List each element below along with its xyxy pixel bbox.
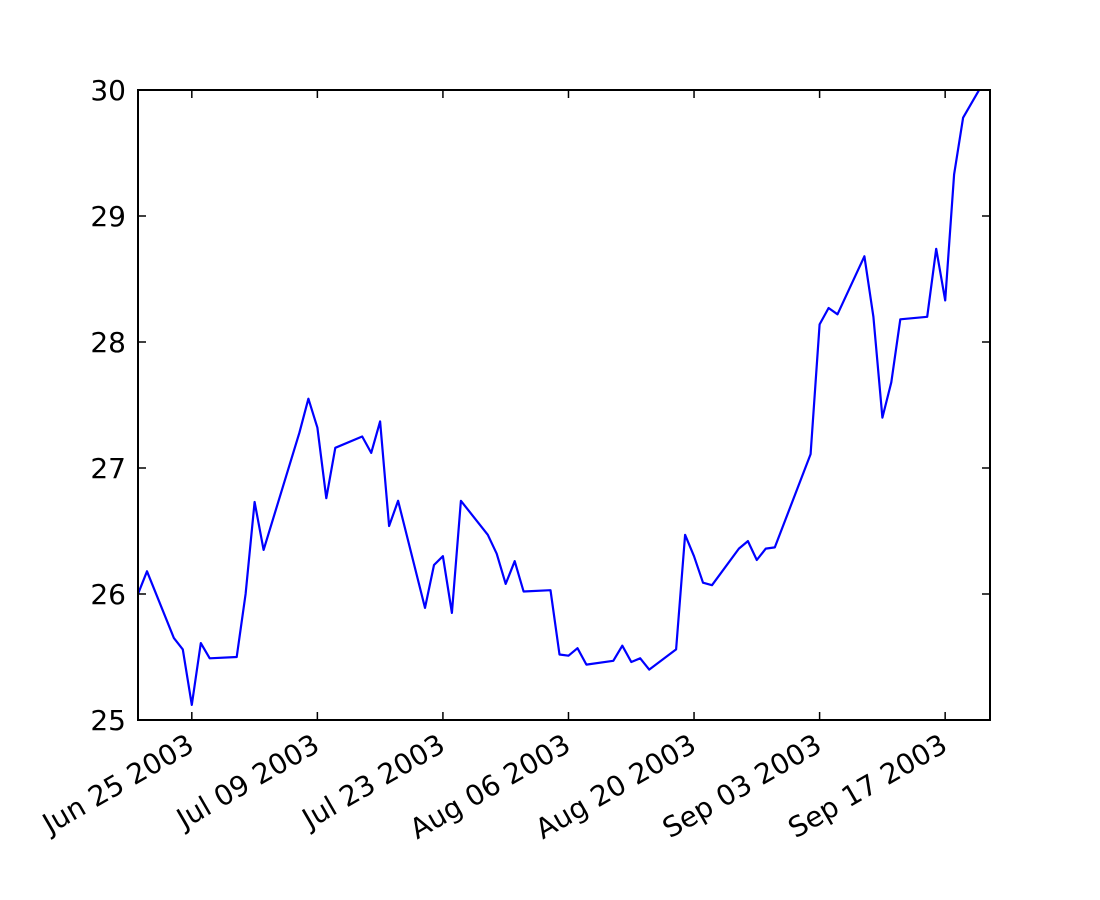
x-tick-label: Jul 09 2003 — [169, 727, 324, 836]
plot-area-frame — [137, 89, 991, 721]
y-tick-label: 28 — [90, 326, 126, 359]
series-layer — [138, 90, 981, 707]
y-tick-label: 27 — [90, 452, 126, 485]
y-tick-label: 26 — [90, 578, 126, 611]
y-tick-label: 29 — [90, 200, 126, 233]
y-tick-label: 25 — [90, 704, 126, 737]
x-tick-label: Jun 25 2003 — [35, 727, 199, 841]
y-axis-ticks: 25 26 27 28 29 30 — [90, 74, 990, 737]
y-tick-label: 30 — [90, 74, 126, 107]
series-line-0 — [138, 90, 981, 707]
